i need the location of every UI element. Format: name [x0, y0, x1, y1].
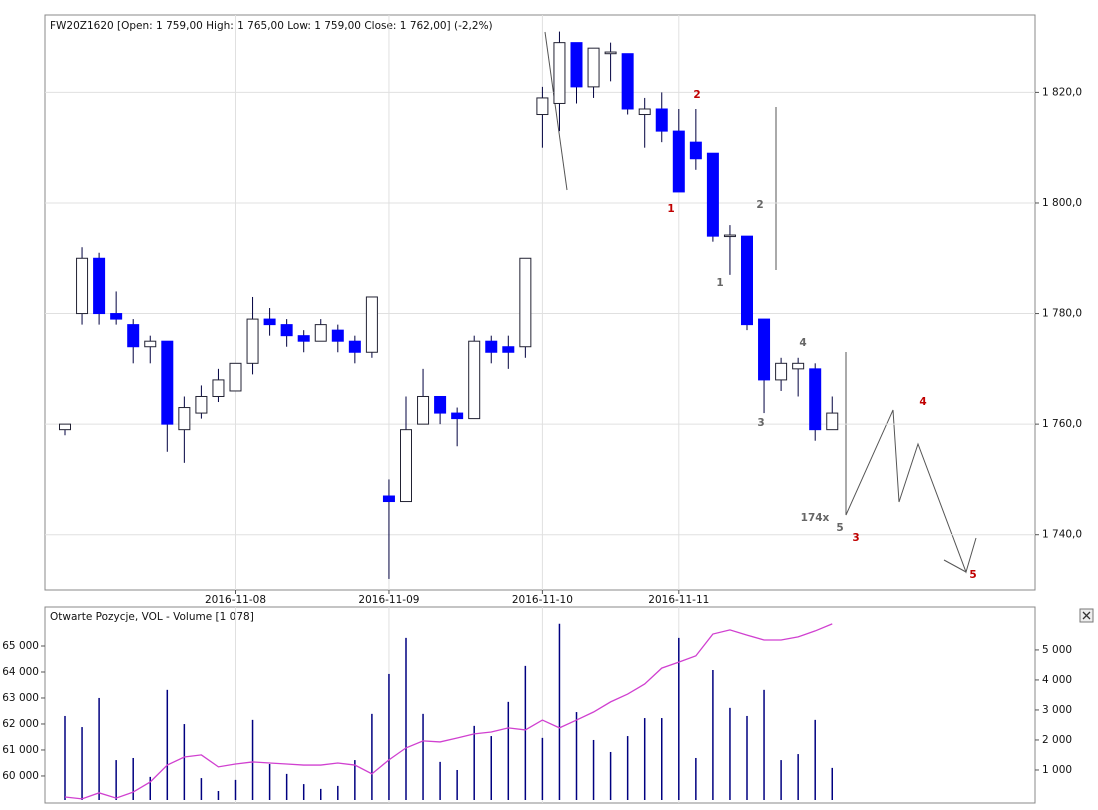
candle-body	[587, 47, 600, 88]
volume-panel	[44, 606, 1036, 804]
candle-body	[689, 141, 702, 160]
wave-label: 5	[836, 522, 843, 534]
candle-body	[246, 318, 259, 364]
y-tick-label: 1 740,0	[1042, 529, 1082, 541]
candle-body	[553, 42, 566, 104]
wave-label: 4	[799, 337, 806, 349]
candle-body	[93, 257, 106, 315]
candle-body	[519, 257, 532, 348]
candle-body	[758, 318, 771, 381]
candle-body	[76, 257, 89, 315]
candle-body	[59, 423, 71, 431]
candle-body	[144, 340, 157, 348]
y-tick-label: 1 800,0	[1042, 197, 1082, 209]
y-tick-label: 64 000	[2, 666, 39, 678]
candle-body	[723, 234, 736, 238]
candle-body	[638, 108, 651, 116]
candle-body	[741, 235, 753, 326]
y-tick-label: 1 780,0	[1042, 308, 1082, 320]
candle-body	[178, 407, 191, 431]
wave-label: 2	[693, 89, 700, 101]
wave-label: 2	[756, 199, 763, 211]
candle-body	[706, 152, 719, 237]
y-tick-label: 1 760,0	[1042, 418, 1082, 430]
wave-label: 1	[716, 277, 723, 289]
candle-body	[161, 340, 174, 425]
y2-tick-label: 5 000	[1042, 644, 1072, 656]
open-interest-line	[64, 623, 833, 800]
candle-body	[365, 296, 378, 353]
candle-body	[280, 324, 293, 337]
candle-body	[536, 97, 549, 116]
candle-body	[417, 395, 430, 425]
x-tick-label: 2016-11-11	[648, 594, 709, 606]
candle-body	[400, 429, 412, 503]
candle-body	[672, 130, 685, 193]
wave-label: 3	[757, 417, 764, 429]
candle-body	[826, 412, 839, 431]
candle-body	[195, 395, 208, 414]
candle-body	[655, 108, 668, 132]
y2-tick-label: 3 000	[1042, 704, 1072, 716]
wave-label: 4	[919, 396, 926, 408]
chart-title: FW20Z1620 [Open: 1 759,00 High: 1 765,00…	[50, 20, 493, 32]
candle-body	[621, 53, 634, 110]
candle-body	[775, 362, 788, 381]
y-tick-label: 63 000	[2, 692, 39, 704]
candle-body	[809, 368, 822, 431]
candle-body	[297, 335, 310, 342]
candle-body	[792, 362, 805, 370]
candle-body	[502, 346, 515, 353]
x-tick-label: 2016-11-10	[512, 594, 573, 606]
y2-tick-label: 2 000	[1042, 734, 1072, 746]
close-button[interactable]	[1079, 608, 1094, 623]
candle-body	[434, 395, 447, 414]
y-tick-label: 65 000	[2, 640, 39, 652]
x-tick-label: 2016-11-09	[358, 594, 419, 606]
candle-body	[212, 379, 225, 397]
wave-label: 5	[969, 569, 976, 581]
candle-body	[468, 340, 481, 420]
candle-body	[229, 362, 242, 392]
price-panel	[44, 14, 1036, 591]
candle-body	[314, 324, 327, 342]
candle-body	[485, 340, 498, 353]
y-tick-label: 61 000	[2, 744, 39, 756]
candle-body	[263, 318, 276, 326]
candle-body	[331, 329, 344, 342]
candle-body	[348, 340, 361, 353]
candle-body	[451, 412, 464, 420]
x-tick-label: 2016-11-08	[205, 594, 266, 606]
candle-body	[570, 42, 583, 88]
wave-label: 1	[667, 203, 674, 215]
wave-label: 174x	[801, 512, 830, 524]
candle-body	[604, 51, 617, 55]
wave-lines	[544, 31, 977, 574]
candle-body	[382, 495, 395, 503]
candle-body	[127, 324, 140, 348]
candle-body	[110, 313, 123, 320]
y2-tick-label: 1 000	[1042, 764, 1072, 776]
y2-tick-label: 4 000	[1042, 674, 1072, 686]
volume-title: Otwarte Pozycje, VOL - Volume [1 078]	[50, 611, 254, 623]
y-tick-label: 1 820,0	[1042, 86, 1082, 98]
y-tick-label: 62 000	[2, 718, 39, 730]
y-tick-label: 60 000	[2, 770, 39, 782]
wave-label: 3	[852, 532, 859, 544]
